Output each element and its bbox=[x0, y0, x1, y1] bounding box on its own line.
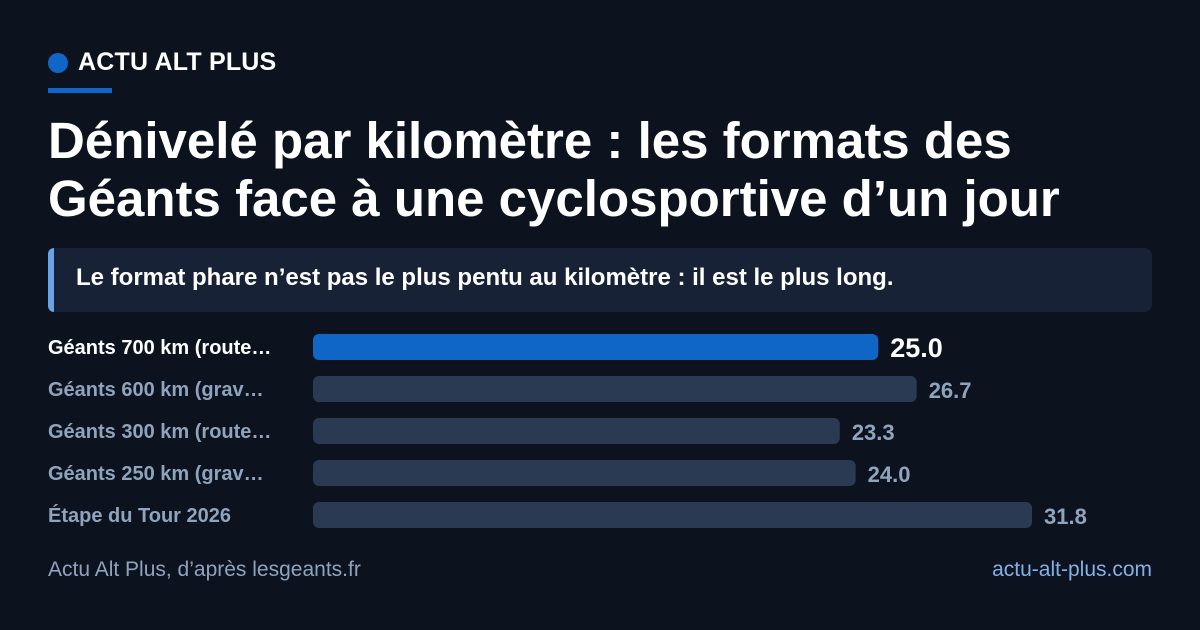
brand: ACTU ALT PLUS bbox=[48, 48, 276, 77]
bar bbox=[313, 460, 856, 486]
callout-accent-bar bbox=[48, 248, 54, 312]
bar-value-label: 25.0 bbox=[890, 333, 943, 363]
bar bbox=[313, 376, 917, 402]
bar-category-label: Géants 250 km (grav… bbox=[48, 463, 264, 485]
footer-url-link[interactable]: actu-alt-plus.com bbox=[992, 558, 1152, 581]
bar-value-label: 26.7 bbox=[929, 378, 972, 403]
brand-name: ACTU ALT PLUS bbox=[78, 48, 277, 76]
page-title: Dénivelé par kilomètre : les formats des… bbox=[48, 112, 1060, 227]
bar-value-label: 24.0 bbox=[868, 462, 911, 487]
bar bbox=[313, 334, 879, 360]
bar-value-label: 23.3 bbox=[852, 420, 895, 445]
footer-source: Actu Alt Plus, d’après lesgeants.fr bbox=[48, 558, 361, 581]
brand-dot-icon bbox=[48, 52, 68, 73]
bar bbox=[313, 418, 840, 444]
bar-value-label: 31.8 bbox=[1044, 504, 1087, 529]
subtitle-text: Le format phare n’est pas le plus pentu … bbox=[76, 264, 894, 291]
bar-category-label: Géants 300 km (route… bbox=[48, 421, 271, 443]
bar-category-label: Étape du Tour 2026 bbox=[48, 504, 231, 527]
subtitle-callout: Le format phare n’est pas le plus pentu … bbox=[48, 248, 1152, 312]
brand-underline bbox=[48, 88, 112, 93]
bar bbox=[313, 502, 1032, 528]
bar-category-label: Géants 600 km (grav… bbox=[48, 379, 264, 401]
bar-category-label: Géants 700 km (route… bbox=[48, 337, 271, 359]
